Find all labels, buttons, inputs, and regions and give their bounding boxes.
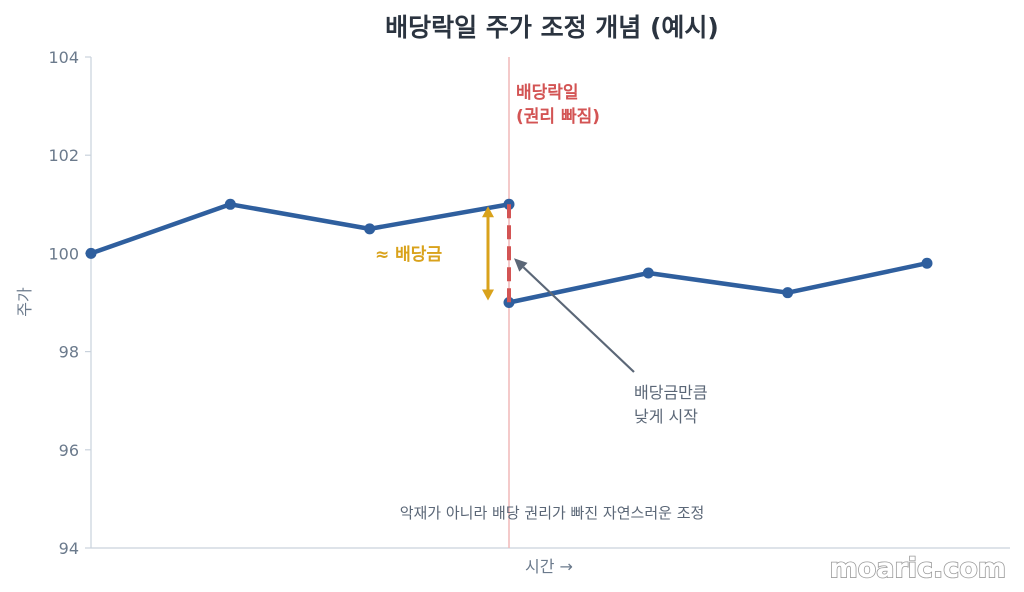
ex-dividend-label-1: 배당락일 (516, 83, 579, 103)
y-tick-label: 100 (48, 244, 79, 263)
series-line-segment-1 (88, 202, 512, 256)
y-tick-label: 102 (48, 146, 79, 165)
dividend-gap-label: ≈ 배당금 (375, 245, 442, 265)
annotation-arrow (514, 258, 635, 373)
arrow-label-2: 낮게 시작 (634, 407, 698, 426)
dividend-arrow-head-down (482, 289, 494, 301)
y-tick-label: 96 (59, 441, 79, 460)
dividend-double-arrow (482, 206, 494, 301)
data-point (224, 198, 236, 210)
annotation-arrow-shaft (522, 266, 635, 373)
arrow-label-1: 배당금만큼 (634, 383, 708, 402)
y-tick-label: 94 (59, 539, 79, 558)
data-point (364, 223, 376, 235)
annotation-arrow-head (514, 258, 528, 272)
y-tick-label: 98 (59, 343, 79, 362)
data-point (921, 257, 933, 269)
x-axis-label: 시간 → (525, 557, 573, 576)
bottom-note: 악재가 아니라 배당 권리가 빠진 자연스러운 조정 (400, 504, 705, 522)
y-axis-label: 주가 (15, 287, 34, 317)
y-ticks: 94 96 98 100 102 104 (48, 48, 91, 558)
price-series (85, 198, 933, 308)
ex-dividend-label-2: (권리 빠짐) (516, 107, 600, 127)
y-tick-label: 104 (48, 48, 79, 67)
data-point (85, 247, 97, 259)
data-point (782, 287, 794, 299)
dividend-arrow-head-up (482, 206, 494, 218)
series-line-segment-2 (506, 260, 930, 305)
watermark: moaric.com (830, 553, 1006, 584)
data-point (642, 267, 654, 279)
data-point (503, 297, 515, 308)
chart-title: 배당락일 주가 조정 개념 (예시) (385, 13, 719, 42)
